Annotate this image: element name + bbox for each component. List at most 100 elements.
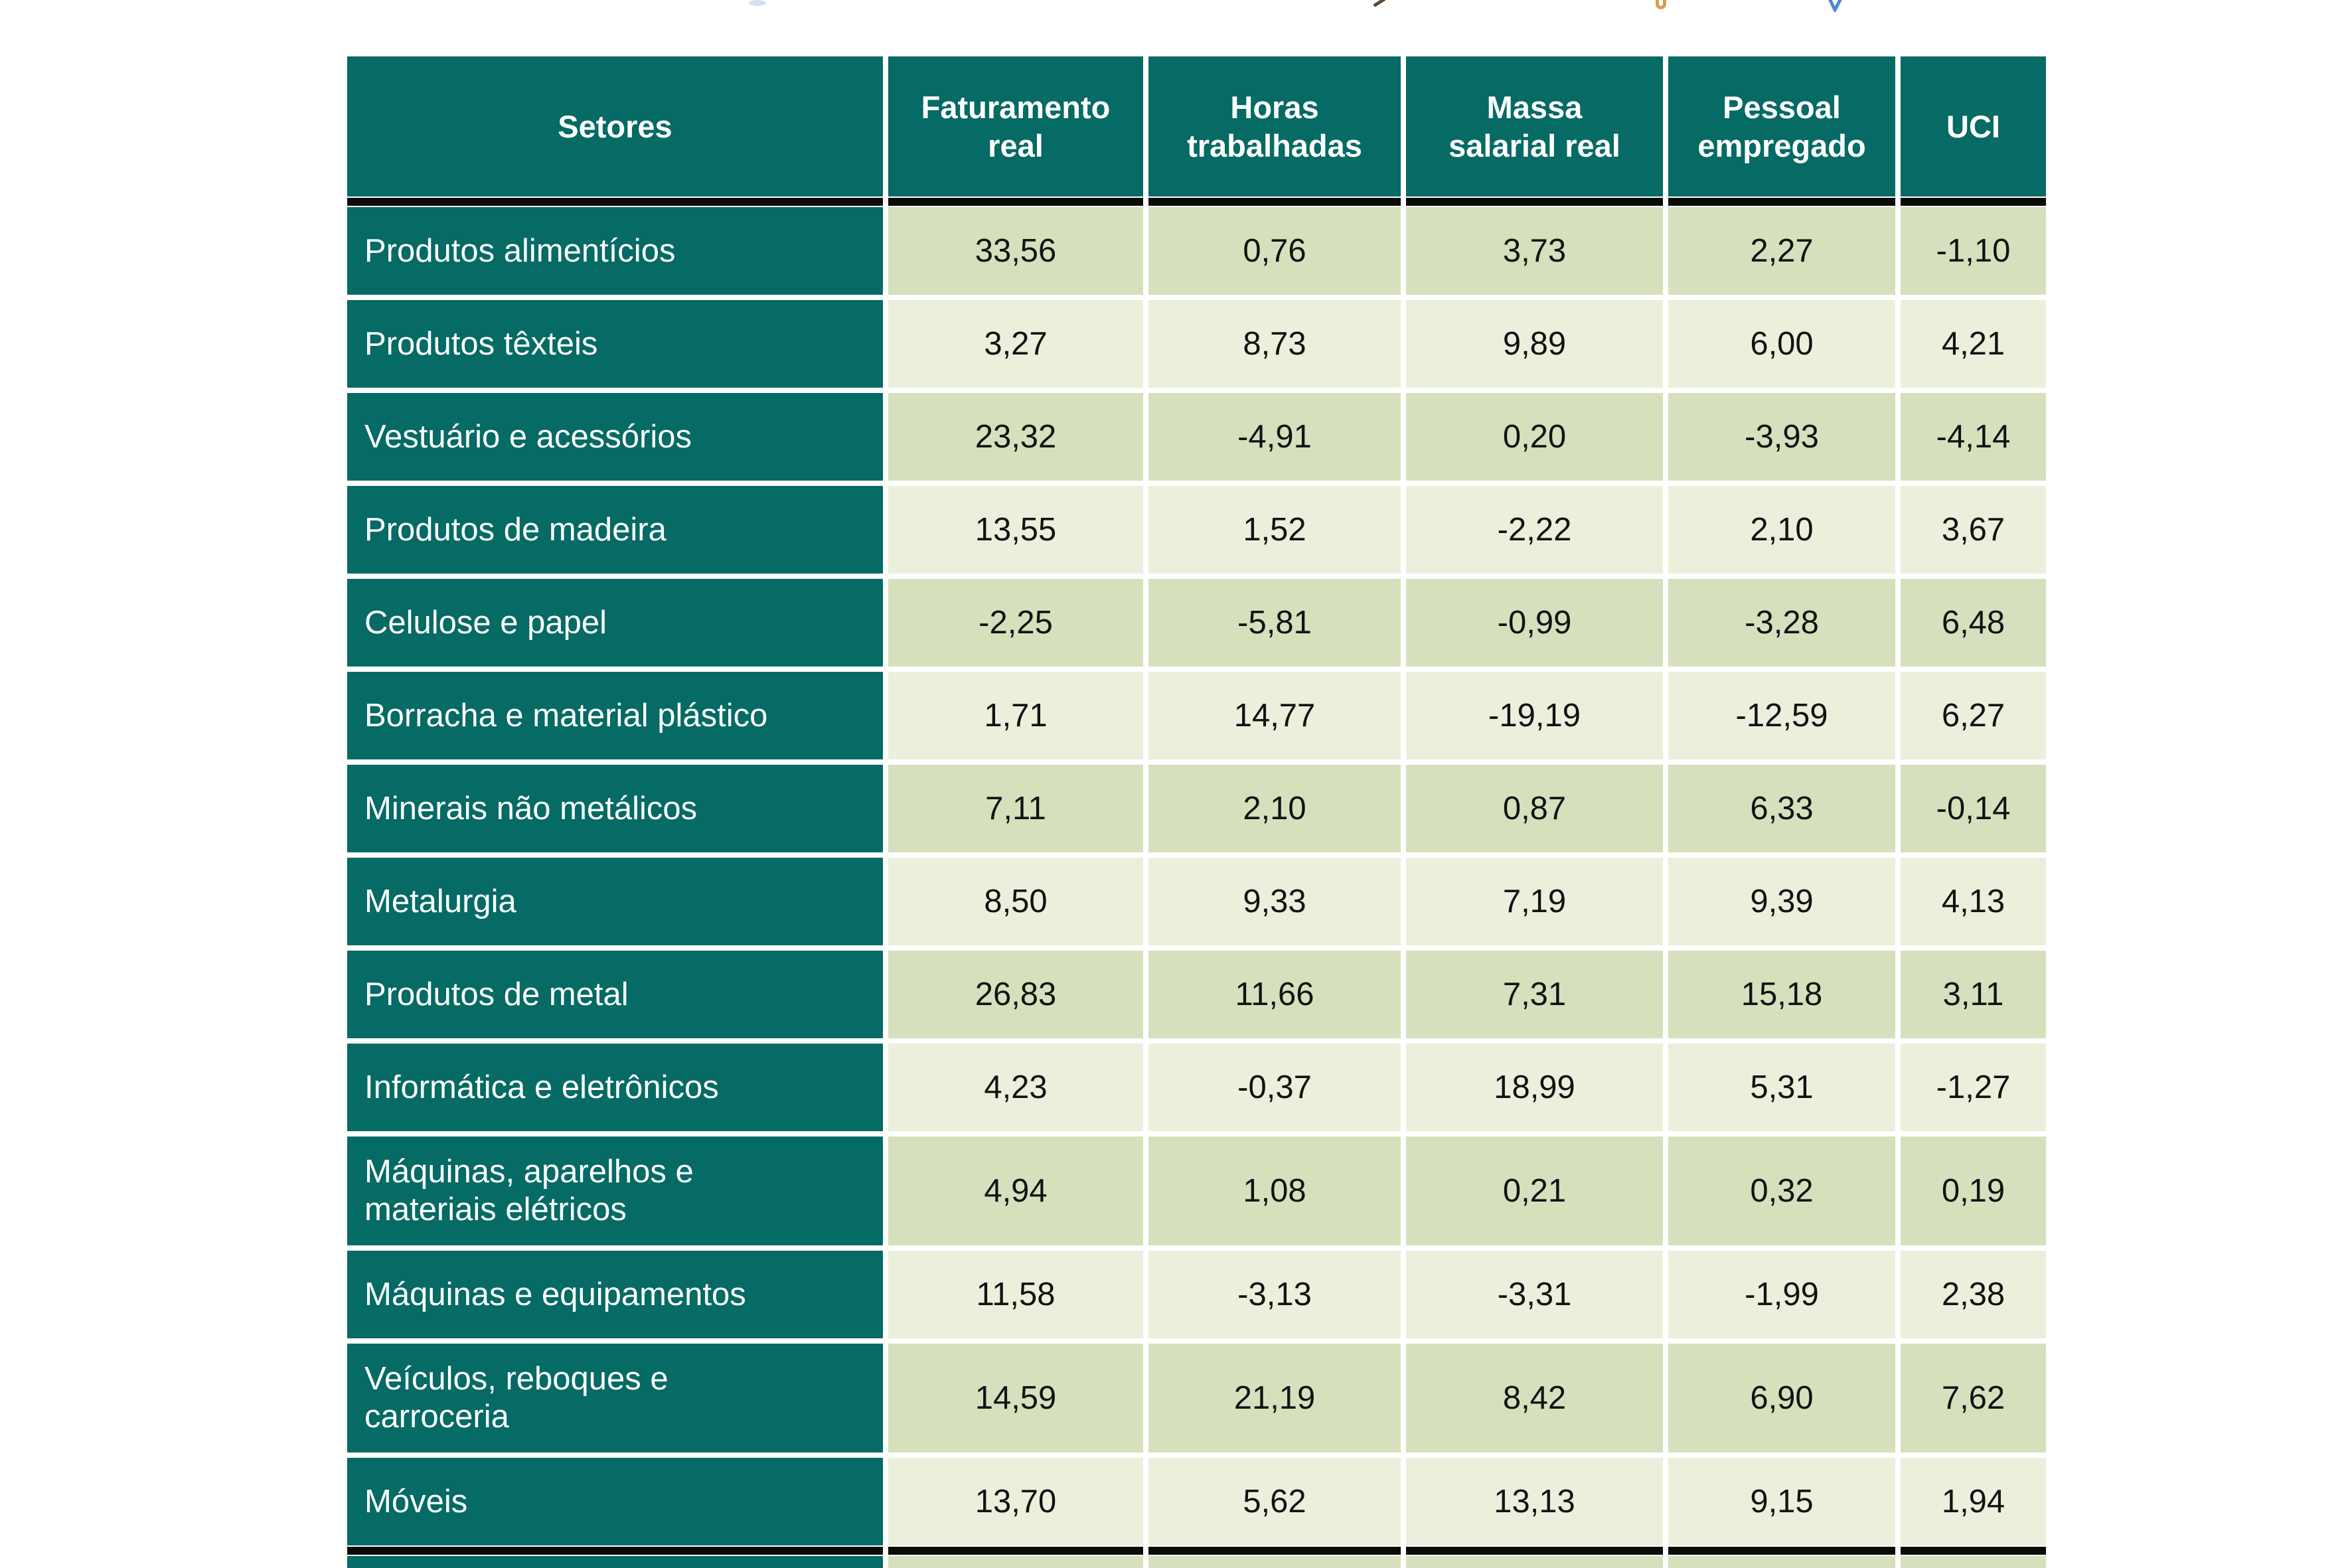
value-cell: 3,11 <box>1901 951 2046 1038</box>
value-cell <box>1901 1556 2046 1568</box>
table-header-row: Setores Faturamento real Horas trabalhadas… <box>347 56 2046 196</box>
table-row: Produtos alimentícios 33,56 0,76 3,73 2,27 -1… <box>347 207 2046 295</box>
sector-label-cell <box>347 1556 883 1568</box>
bottom-rule <box>347 1547 2046 1555</box>
table-row: Móveis 13,70 5,62 13,13 9,15 1,94 <box>347 1458 2046 1545</box>
value-cell: 9,39 <box>1668 858 1895 945</box>
value-cell: 7,62 <box>1901 1344 2046 1452</box>
sector-label-cell: Informática e eletrônicos <box>347 1044 883 1131</box>
value-cell: -4,14 <box>1901 393 2046 481</box>
value-cell: 2,38 <box>1901 1251 2046 1338</box>
value-cell: -1,99 <box>1668 1251 1895 1338</box>
black-rule-segment <box>1406 1547 1663 1555</box>
value-cell: 7,11 <box>888 765 1143 852</box>
sector-label-cell: Produtos de metal <box>347 951 883 1038</box>
value-cell: 8,50 <box>888 858 1143 945</box>
value-cell: 11,66 <box>1148 951 1401 1038</box>
sector-label-cell: Metalurgia <box>347 858 883 945</box>
table-row: Informática e eletrônicos 4,23 -0,37 18,99 5… <box>347 1044 2046 1131</box>
sector-label-cell: Produtos têxteis <box>347 300 883 388</box>
sector-label-cell: Produtos de madeira <box>347 486 883 574</box>
value-cell: 11,58 <box>888 1251 1143 1338</box>
value-cell: 5,62 <box>1148 1458 1401 1545</box>
value-cell: -5,81 <box>1148 579 1401 666</box>
value-cell <box>888 1556 1143 1568</box>
value-cell: -0,99 <box>1406 579 1663 666</box>
value-cell: -4,91 <box>1148 393 1401 481</box>
sector-label-cell: Borracha e material plástico <box>347 672 883 759</box>
sector-label-cell: Produtos alimentícios <box>347 207 883 295</box>
value-cell <box>1406 1556 1663 1568</box>
black-rule-segment <box>1668 1547 1895 1555</box>
value-cell: 3,73 <box>1406 207 1663 295</box>
value-cell: 6,90 <box>1668 1344 1895 1452</box>
black-rule-segment <box>1668 198 1895 206</box>
cropped-title-fragment <box>1656 0 1666 9</box>
value-cell: 23,32 <box>888 393 1143 481</box>
value-cell <box>1148 1556 1401 1568</box>
value-cell: 4,13 <box>1901 858 2046 945</box>
black-rule-segment <box>1406 198 1663 206</box>
value-cell: 2,10 <box>1668 486 1895 574</box>
value-cell: 5,31 <box>1668 1044 1895 1131</box>
table-row: Máquinas e equipamentos 11,58 -3,13 -3,31 -1… <box>347 1251 2046 1338</box>
value-cell: -3,28 <box>1668 579 1895 666</box>
sector-label-cell: Celulose e papel <box>347 579 883 666</box>
value-cell: 8,42 <box>1406 1344 1663 1452</box>
value-cell: -19,19 <box>1406 672 1663 759</box>
value-cell: -2,22 <box>1406 486 1663 574</box>
truncated-table-row <box>347 1556 2046 1568</box>
value-cell: 9,89 <box>1406 300 1663 388</box>
value-cell: 4,21 <box>1901 300 2046 388</box>
value-cell: 33,56 <box>888 207 1143 295</box>
sector-label-cell: Móveis <box>347 1458 883 1545</box>
value-cell: 0,20 <box>1406 393 1663 481</box>
value-cell: 6,00 <box>1668 300 1895 388</box>
sector-label-cell: Vestuário e acessórios <box>347 393 883 481</box>
black-rule-segment <box>347 198 883 206</box>
column-header: Pessoal empregado <box>1668 56 1895 196</box>
black-rule-segment <box>1148 1547 1401 1555</box>
cropped-title-fragment <box>1373 0 1386 7</box>
sector-label-cell: Minerais não metálicos <box>347 765 883 852</box>
sector-label-cell: Veículos, reboques e carroceria <box>347 1344 883 1452</box>
value-cell: 8,73 <box>1148 300 1401 388</box>
value-cell: -3,13 <box>1148 1251 1401 1338</box>
value-cell: 3,27 <box>888 300 1143 388</box>
table-row: Produtos de metal 26,83 11,66 7,31 15,18 3,11 <box>347 951 2046 1038</box>
value-cell: -1,10 <box>1901 207 2046 295</box>
value-cell: 9,15 <box>1668 1458 1895 1545</box>
value-cell: 6,48 <box>1901 579 2046 666</box>
value-cell: 21,19 <box>1148 1344 1401 1452</box>
value-cell: 9,33 <box>1148 858 1401 945</box>
value-cell: 4,94 <box>888 1137 1143 1245</box>
value-cell: -0,37 <box>1148 1044 1401 1131</box>
value-cell: -12,59 <box>1668 672 1895 759</box>
sector-label-cell: Máquinas e equipamentos <box>347 1251 883 1338</box>
value-cell: 13,55 <box>888 486 1143 574</box>
value-cell: 0,87 <box>1406 765 1663 852</box>
column-header: UCI <box>1901 56 2046 196</box>
value-cell: -2,25 <box>888 579 1143 666</box>
value-cell <box>1668 1556 1895 1568</box>
cropped-title-fragment <box>1828 0 1842 12</box>
value-cell: 0,19 <box>1901 1137 2046 1245</box>
table-row: Metalurgia 8,50 9,33 7,19 9,39 4,13 <box>347 858 2046 945</box>
black-rule-segment <box>347 1547 883 1555</box>
black-rule-segment <box>1901 1547 2046 1555</box>
value-cell: 7,31 <box>1406 951 1663 1038</box>
table-row: Minerais não metálicos 7,11 2,10 0,87 6,33 -0… <box>347 765 2046 852</box>
table-row: Vestuário e acessórios 23,32 -4,91 0,20 -3,9… <box>347 393 2046 481</box>
value-cell: 6,33 <box>1668 765 1895 852</box>
column-header: Faturamento real <box>888 56 1143 196</box>
table-row: Produtos de madeira 13,55 1,52 -2,22 2,10 3,6… <box>347 486 2046 574</box>
black-rule-segment <box>888 1547 1143 1555</box>
sector-label-cell: Máquinas, aparelhos e materiais elétrico… <box>347 1137 883 1245</box>
value-cell: 1,52 <box>1148 486 1401 574</box>
value-cell: 1,71 <box>888 672 1143 759</box>
black-rule-segment <box>888 198 1143 206</box>
value-cell: 14,59 <box>888 1344 1143 1452</box>
value-cell: 15,18 <box>1668 951 1895 1038</box>
value-cell: -3,93 <box>1668 393 1895 481</box>
value-cell: 4,23 <box>888 1044 1143 1131</box>
